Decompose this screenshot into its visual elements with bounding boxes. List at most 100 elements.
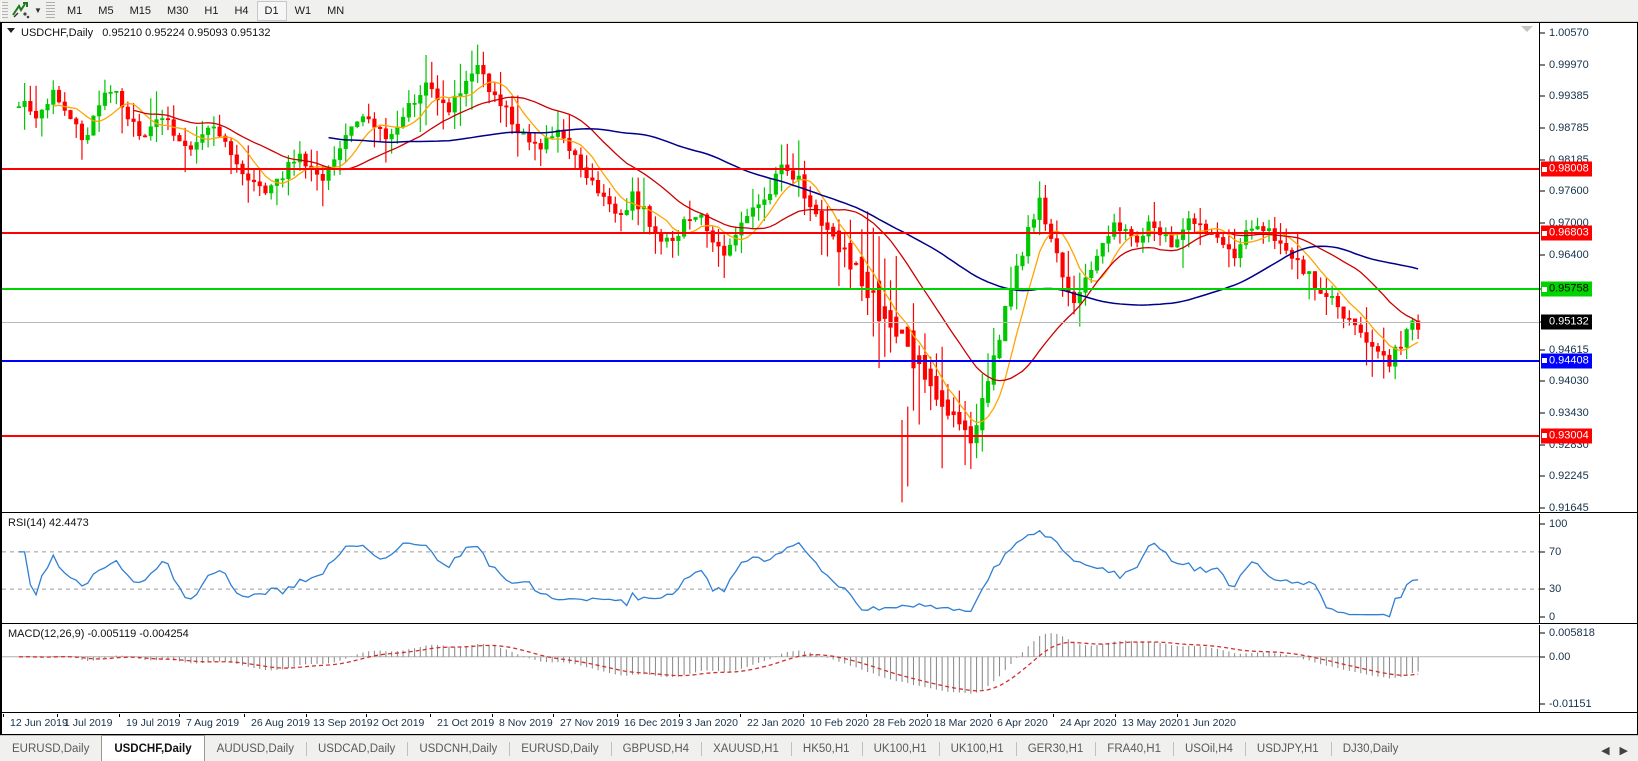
level-line-last-price — [2, 322, 1539, 324]
date-tick: 7 Aug 2019 — [178, 714, 240, 729]
tab-scroll-controls[interactable]: ◀ ▶ — [1601, 744, 1638, 761]
date-tick: 1 Jun 2020 — [1177, 714, 1236, 729]
date-tick: 18 Mar 2020 — [927, 714, 993, 729]
price-tick-0.99385: 0.99385 — [1540, 90, 1637, 102]
chart-canvas-area[interactable]: USDCHF,Daily 0.95210 0.95224 0.95093 0.9… — [0, 22, 1638, 735]
chart-tools-icon[interactable] — [10, 1, 32, 21]
timeframe-button-h4[interactable]: H4 — [234, 4, 249, 17]
price-tag-knob — [1542, 230, 1547, 236]
date-tick: 16 Dec 2019 — [617, 714, 684, 729]
price-tag-resistance-upper[interactable]: 0.98008 — [1541, 161, 1592, 177]
price-tag-last-price[interactable]: 0.95132 — [1541, 314, 1592, 330]
date-axis-ticks: 12 Jun 2019 1 Jul 2019 19 Jul 2019 7 Aug 20… — [2, 714, 1637, 734]
scroll-right-icon[interactable]: ▶ — [1619, 745, 1628, 757]
date-tick: 27 Nov 2019 — [553, 714, 620, 729]
date-tick: 12 Jun 2019 — [3, 714, 68, 729]
timeframe-button-m5[interactable]: M5 — [98, 4, 114, 17]
date-tick: 21 Oct 2019 — [429, 714, 495, 729]
date-tick: 1 Jul 2019 — [56, 714, 113, 729]
level-line-resistance-upper[interactable] — [2, 168, 1539, 171]
timeframe-button-mn[interactable]: MN — [327, 4, 345, 17]
date-axis[interactable]: 12 Jun 2019 1 Jul 2019 19 Jul 2019 7 Aug 20… — [2, 714, 1637, 734]
symbol-tab-usoil-h4[interactable]: USOil,H4 — [1172, 737, 1245, 761]
level-line-support-blue[interactable] — [2, 359, 1539, 362]
price-tick-0.98785: 0.98785 — [1540, 122, 1637, 134]
date-tick: 19 Jul 2019 — [118, 714, 181, 729]
macd-tick-0.00: 0.00 — [1540, 651, 1637, 663]
timeframe-button-d1[interactable]: D1 — [256, 0, 287, 21]
price-pane[interactable]: USDCHF,Daily 0.95210 0.95224 0.95093 0.9… — [2, 23, 1637, 513]
symbol-tab-gbpusd-h4[interactable]: GBPUSD,H4 — [610, 737, 701, 761]
timeframe-button-w1[interactable]: W1 — [294, 4, 312, 17]
level-line-support-green[interactable] — [2, 288, 1539, 291]
chart-scroll-indicator[interactable] — [1521, 26, 1533, 32]
symbol-tab-usdcnh-daily[interactable]: USDCNH,Daily — [407, 737, 509, 761]
chart-title: USDCHF,Daily 0.95210 0.95224 0.95093 0.9… — [21, 27, 271, 39]
macd-axis: 0.005818 0.00 -0.01151 — [1539, 625, 1637, 712]
price-tag-value: 0.98008 — [1549, 162, 1589, 175]
date-tick: 6 Apr 2020 — [990, 714, 1048, 729]
macd-tick--0.01151: -0.01151 — [1540, 698, 1637, 710]
rsi-line-series — [2, 529, 1539, 618]
symbol-tab-usdjpy-h1[interactable]: USDJPY,H1 — [1244, 737, 1331, 761]
symbol-tab-usdcad-daily[interactable]: USDCAD,Daily — [305, 737, 407, 761]
symbol-tab-uk100-h1[interactable]: UK100,H1 — [861, 737, 939, 761]
timeframe-button-m1[interactable]: M1 — [67, 4, 83, 17]
price-tag-value: 0.93004 — [1549, 429, 1589, 442]
price-tag-knob — [1542, 166, 1547, 172]
date-tick: 28 Feb 2020 — [866, 714, 932, 729]
price-tag-value: 0.96803 — [1549, 226, 1589, 239]
price-plot[interactable] — [2, 23, 1539, 512]
price-tick-0.94030: 0.94030 — [1540, 375, 1637, 387]
macd-label: MACD(12,26,9) -0.005119 -0.004254 — [8, 628, 189, 640]
scroll-left-icon[interactable]: ◀ — [1601, 745, 1610, 757]
price-tag-resistance-mid[interactable]: 0.96803 — [1541, 225, 1592, 241]
symbol-tab-ger30-h1[interactable]: GER30,H1 — [1015, 737, 1096, 761]
symbol-tab-dj30-daily[interactable]: DJ30,Daily — [1330, 737, 1411, 761]
symbol-tab-eurusd-daily[interactable]: EURUSD,Daily — [12, 743, 90, 755]
rsi-tick-0: 0 — [1540, 611, 1637, 623]
level-line-support-lower[interactable] — [2, 434, 1539, 437]
symbol-tab-xauusd-h1[interactable]: XAUUSD,H1 — [701, 737, 791, 761]
toolbar-chevron-down-icon[interactable]: ▼ — [34, 6, 42, 15]
timeframe-button-m30[interactable]: M30 — [166, 4, 189, 17]
date-tick: 13 Sep 2019 — [306, 714, 373, 729]
price-tag-support-blue[interactable]: 0.94408 — [1541, 353, 1592, 369]
rsi-pane[interactable]: RSI(14) 42.4473 100 70 30 0 — [2, 514, 1637, 624]
symbol-tab-hk50-h1[interactable]: HK50,H1 — [790, 737, 862, 761]
toolbar-grip[interactable] — [1, 1, 8, 20]
symbol-tab-audusd-daily[interactable]: AUDUSD,Daily — [216, 743, 294, 755]
symbol-tab-bar[interactable]: EURUSD,Daily USDCHF,Daily AUDUSD,Daily USDC… — [0, 735, 1638, 761]
symbol-tab-fra40-h1[interactable]: FRA40,H1 — [1095, 737, 1173, 761]
price-axis[interactable]: 1.00570 0.99970 0.99385 0.98785 0.98185 0.976… — [1539, 23, 1637, 512]
symbol-tab-eurusd-daily[interactable]: EURUSD,Daily — [509, 737, 610, 761]
timeframe-button-h1[interactable]: H1 — [204, 4, 219, 17]
price-tick-0.94615: 0.94615 — [1540, 344, 1637, 356]
macd-histogram-series — [2, 633, 1539, 694]
rsi-plot[interactable] — [2, 514, 1539, 623]
price-tick-0.96400: 0.96400 — [1540, 249, 1637, 261]
price-tag-value: 0.95132 — [1549, 315, 1589, 328]
candlestick-series — [16, 44, 1421, 503]
rsi-tick-100: 100 — [1540, 518, 1637, 530]
price-tick-1.00570: 1.00570 — [1540, 27, 1637, 39]
macd-pane[interactable]: MACD(12,26,9) -0.005119 -0.004254 0.0058… — [2, 625, 1637, 713]
date-tick: 24 Apr 2020 — [1053, 714, 1117, 729]
date-tick: 13 May 2020 — [1115, 714, 1183, 729]
symbol-tab-uk100-h1[interactable]: UK100,H1 — [938, 737, 1016, 761]
chart-menu-caret-icon[interactable] — [7, 28, 15, 33]
price-tag-support-lower[interactable]: 0.93004 — [1541, 428, 1592, 444]
price-tag-support-green[interactable]: 0.95758 — [1541, 281, 1592, 297]
macd-plot[interactable] — [2, 625, 1539, 712]
price-tick-0.97600: 0.97600 — [1540, 185, 1637, 197]
level-line-resistance-mid[interactable] — [2, 232, 1539, 235]
symbol-tab-usdchf-daily[interactable]: USDCHF,Daily — [101, 735, 205, 761]
timeframe-button-m15[interactable]: M15 — [129, 4, 151, 17]
date-tick: 2 Oct 2019 — [365, 714, 425, 729]
price-tick-0.92245: 0.92245 — [1540, 470, 1637, 482]
date-tick: 10 Feb 2020 — [803, 714, 869, 729]
date-tick: 8 Nov 2019 — [492, 714, 553, 729]
price-tick-0.99970: 0.99970 — [1540, 59, 1637, 71]
rsi-axis: 100 70 30 0 — [1539, 514, 1637, 623]
chart-symbol-label: USDCHF,Daily — [21, 27, 94, 39]
